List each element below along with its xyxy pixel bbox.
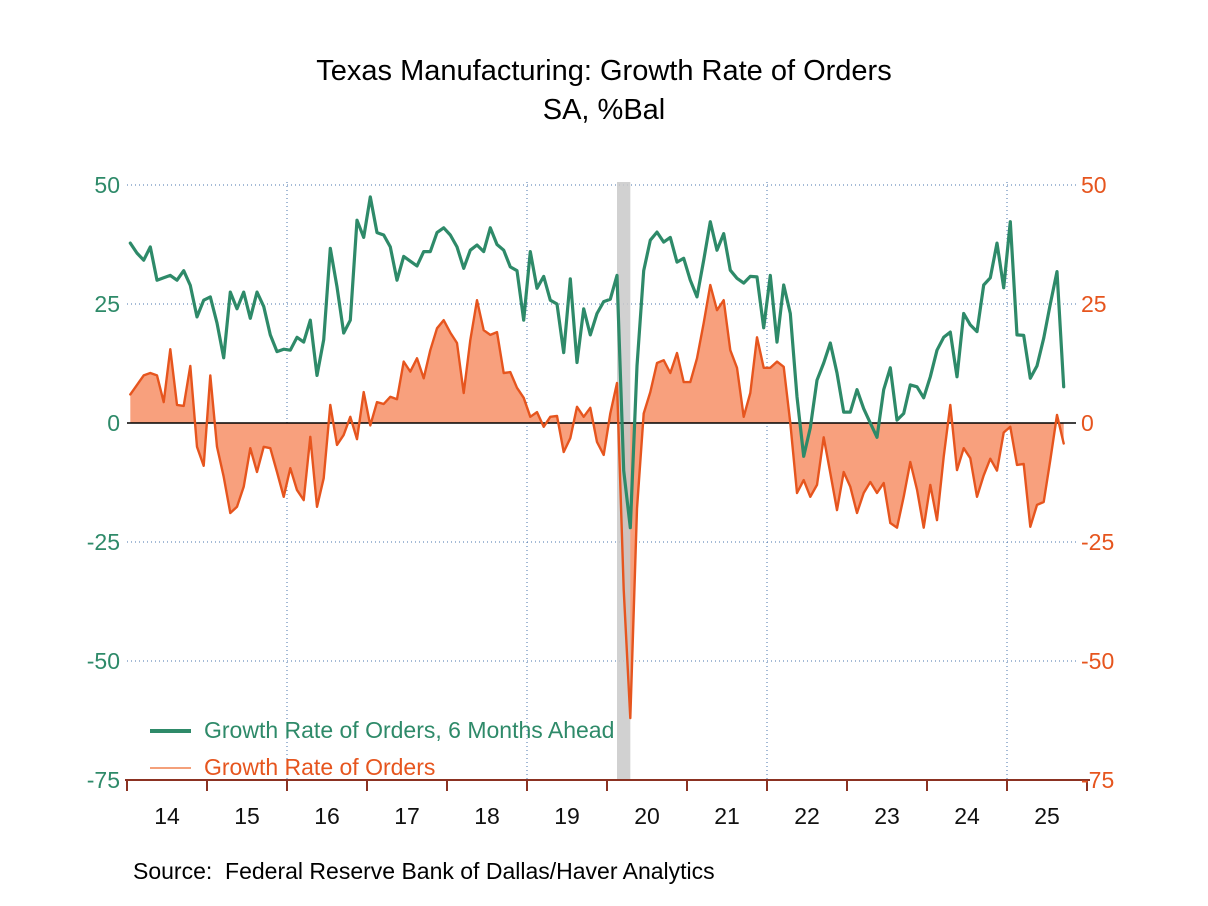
y-axis-label-left: 0 [107,410,120,436]
y-axis-label-left: 50 [94,172,120,198]
x-axis-label: 25 [1034,803,1060,829]
chart-title-block: Texas Manufacturing: Growth Rate of Orde… [0,52,1208,130]
series-line-future-orders [128,195,1066,530]
x-axis-label: 15 [234,803,260,829]
series-line-current-orders [129,283,1065,720]
x-axis-label: 21 [714,803,740,829]
x-axis-label: 19 [554,803,580,829]
y-axis-label-right: 25 [1081,291,1107,317]
legend-item-current-orders: Growth Rate of Orders [150,749,614,786]
chart-subtitle: SA, %Bal [542,94,666,127]
y-axis-label-right: 0 [1081,410,1094,436]
y-axis-label-left: -50 [87,648,120,674]
y-axis-label-left: -75 [87,767,120,793]
chart-title: Texas Manufacturing: Growth Rate of Orde… [316,55,892,87]
y-axis-label-left: -25 [87,529,120,555]
legend-label-future-orders: Growth Rate of Orders, 6 Months Ahead [204,717,615,743]
series-area-current-orders [130,285,1064,719]
y-axis-label-right: -75 [1081,767,1114,793]
legend-item-future-orders: Growth Rate of Orders, 6 Months Ahead [150,712,614,749]
legend-swatch-green-line-icon [150,728,191,733]
x-axis-label: 23 [874,803,900,829]
chart-legend: Growth Rate of Orders, 6 Months Ahead Gr… [150,712,614,786]
x-axis-label: 17 [394,803,420,829]
x-axis-label: 20 [634,803,660,829]
x-axis-label: 14 [154,803,180,829]
legend-label-current-orders: Growth Rate of Orders [204,754,436,780]
x-axis-label: 18 [474,803,500,829]
y-axis-label-left: 25 [94,291,120,317]
legend-swatch-orange-line-icon [150,766,191,769]
x-axis-label: 22 [794,803,820,829]
y-axis-label-right: -50 [1081,648,1114,674]
chart-plot: 14 15 16 17 18 19 20 21 22 23 24 25 50 50 25 25 0 0 -25 -25… [87,172,1115,829]
source-note: Source: Federal Reserve Bank of Dallas/H… [133,858,715,884]
y-axis-label-right: -25 [1081,529,1114,555]
y-axis-label-right: 50 [1081,172,1107,198]
x-axis-label: 24 [954,803,980,829]
x-axis-label: 16 [314,803,340,829]
